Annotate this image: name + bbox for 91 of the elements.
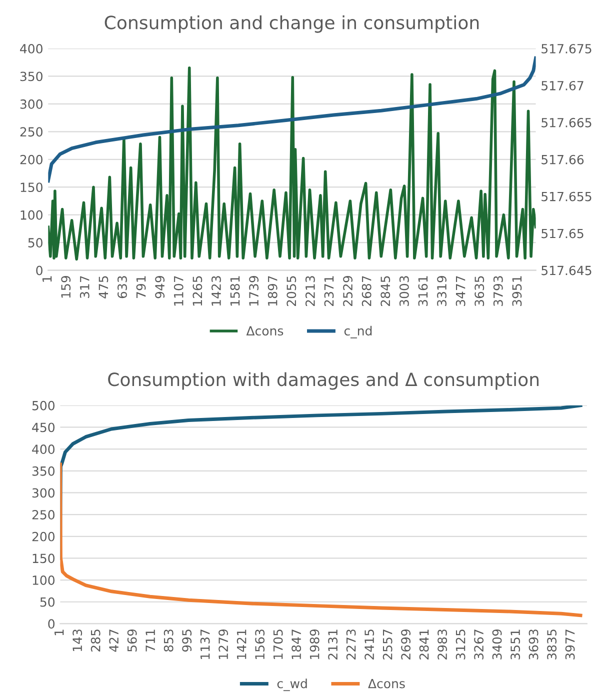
x-tick-label: 949 <box>155 276 165 298</box>
x-tick-label: 2213 <box>305 276 315 306</box>
x-tick-label: 2415 <box>364 630 374 660</box>
x-tick-label: 2055 <box>286 276 296 306</box>
y-tick-label: 250 <box>32 510 55 520</box>
x-tick-label: 633 <box>118 276 127 298</box>
y-tick-label: 300 <box>32 488 55 498</box>
line-series <box>60 462 582 618</box>
x-tick-label: 2845 <box>380 276 390 306</box>
y2-tick-label: 517.655 <box>542 192 592 202</box>
x-tick-label: 2131 <box>328 630 338 660</box>
y-tick-label: 250 <box>20 127 42 137</box>
chart-title: Consumption and change in consumption <box>104 15 479 33</box>
legend-label: Δcons <box>368 678 405 688</box>
x-tick-label: 427 <box>109 630 118 652</box>
x-tick-label: 1989 <box>310 629 320 659</box>
y-tick-label: 0 <box>48 619 55 629</box>
x-tick-label: 285 <box>90 630 100 652</box>
y2-tick-label: 517.675 <box>542 44 592 54</box>
x-tick-label: 3409 <box>492 629 502 660</box>
y-tick-label: 200 <box>32 532 55 542</box>
x-tick-label: 1421 <box>236 630 246 659</box>
y-tick-label: 200 <box>20 154 42 164</box>
y-tick-label: 350 <box>20 72 42 82</box>
x-tick-label: 1107 <box>174 276 184 306</box>
x-tick-label: 3161 <box>418 276 428 306</box>
x-tick-label: 1137 <box>200 630 210 659</box>
chart-title: Consumption with damages and Δ consumption <box>108 372 539 390</box>
y2-tick-label: 517.645 <box>542 266 592 276</box>
x-tick-label: 3977 <box>565 630 575 660</box>
y-tick-label: 400 <box>20 44 42 54</box>
legend-label: c_nd <box>344 326 372 338</box>
y-tick-label: 50 <box>28 238 42 248</box>
x-tick-label: 3003 <box>399 276 409 306</box>
x-tick-label: 1 <box>54 630 64 636</box>
x-tick-label: 159 <box>61 276 71 298</box>
y-tick-label: 50 <box>40 597 55 607</box>
x-tick-label: 3551 <box>510 630 520 660</box>
x-tick-label: 1847 <box>292 630 302 659</box>
x-tick-label: 1423 <box>211 276 221 306</box>
x-tick-label: 3635 <box>474 276 484 306</box>
y-tick-label: 150 <box>32 554 55 564</box>
x-tick-label: 3951 <box>512 276 522 306</box>
x-tick-label: 143 <box>72 630 82 652</box>
x-tick-label: 3267 <box>474 630 484 660</box>
x-tick-label: 1739 <box>249 276 259 306</box>
y2-tick-label: 517.65 <box>542 228 584 238</box>
x-tick-label: 2841 <box>419 630 429 660</box>
x-tick-label: 995 <box>182 630 192 652</box>
x-tick-label: 1 <box>42 276 52 282</box>
y-tick-label: 350 <box>32 466 55 476</box>
line-series <box>48 56 536 183</box>
legend-label: Δcons <box>246 326 284 336</box>
x-tick-label: 2687 <box>362 276 372 306</box>
y2-tick-label: 517.67 <box>542 80 584 90</box>
line-series <box>48 66 536 261</box>
x-tick-label: 3835 <box>547 630 557 660</box>
x-tick-label: 3319 <box>437 276 446 306</box>
y-tick-label: 0 <box>36 266 42 276</box>
x-tick-label: 1563 <box>255 630 265 659</box>
x-tick-label: 3793 <box>493 276 503 306</box>
x-tick-label: 711 <box>146 630 155 652</box>
x-tick-label: 2273 <box>346 630 356 660</box>
x-tick-label: 853 <box>164 630 174 652</box>
y-tick-label: 500 <box>32 400 55 410</box>
x-tick-label: 3693 <box>528 630 538 660</box>
x-tick-label: 3477 <box>456 276 466 306</box>
y-tick-label: 100 <box>32 576 55 585</box>
y-tick-label: 150 <box>20 182 42 192</box>
x-tick-label: 569 <box>127 629 137 652</box>
x-tick-label: 2699 <box>401 629 411 660</box>
y2-tick-label: 517.665 <box>542 118 592 128</box>
x-tick-label: 2557 <box>382 630 392 660</box>
x-tick-label: 1265 <box>192 276 202 306</box>
x-tick-label: 1279 <box>218 629 228 659</box>
y-tick-label: 400 <box>32 444 55 454</box>
x-tick-label: 1897 <box>268 276 278 306</box>
x-tick-label: 2371 <box>324 276 334 306</box>
x-tick-label: 475 <box>98 276 108 298</box>
x-tick-label: 1581 <box>230 276 240 306</box>
y-tick-label: 450 <box>32 422 55 432</box>
x-tick-label: 1705 <box>273 630 283 659</box>
legend-label: c_wd <box>277 678 307 692</box>
x-tick-label: 317 <box>80 276 90 298</box>
y-tick-label: 300 <box>20 99 42 109</box>
y-tick-label: 100 <box>20 210 42 220</box>
x-tick-label: 2983 <box>438 630 448 660</box>
y2-tick-label: 517.66 <box>542 154 584 164</box>
x-tick-label: 791 <box>136 276 146 298</box>
x-tick-label: 2529 <box>343 276 353 306</box>
x-tick-label: 3125 <box>456 630 466 660</box>
